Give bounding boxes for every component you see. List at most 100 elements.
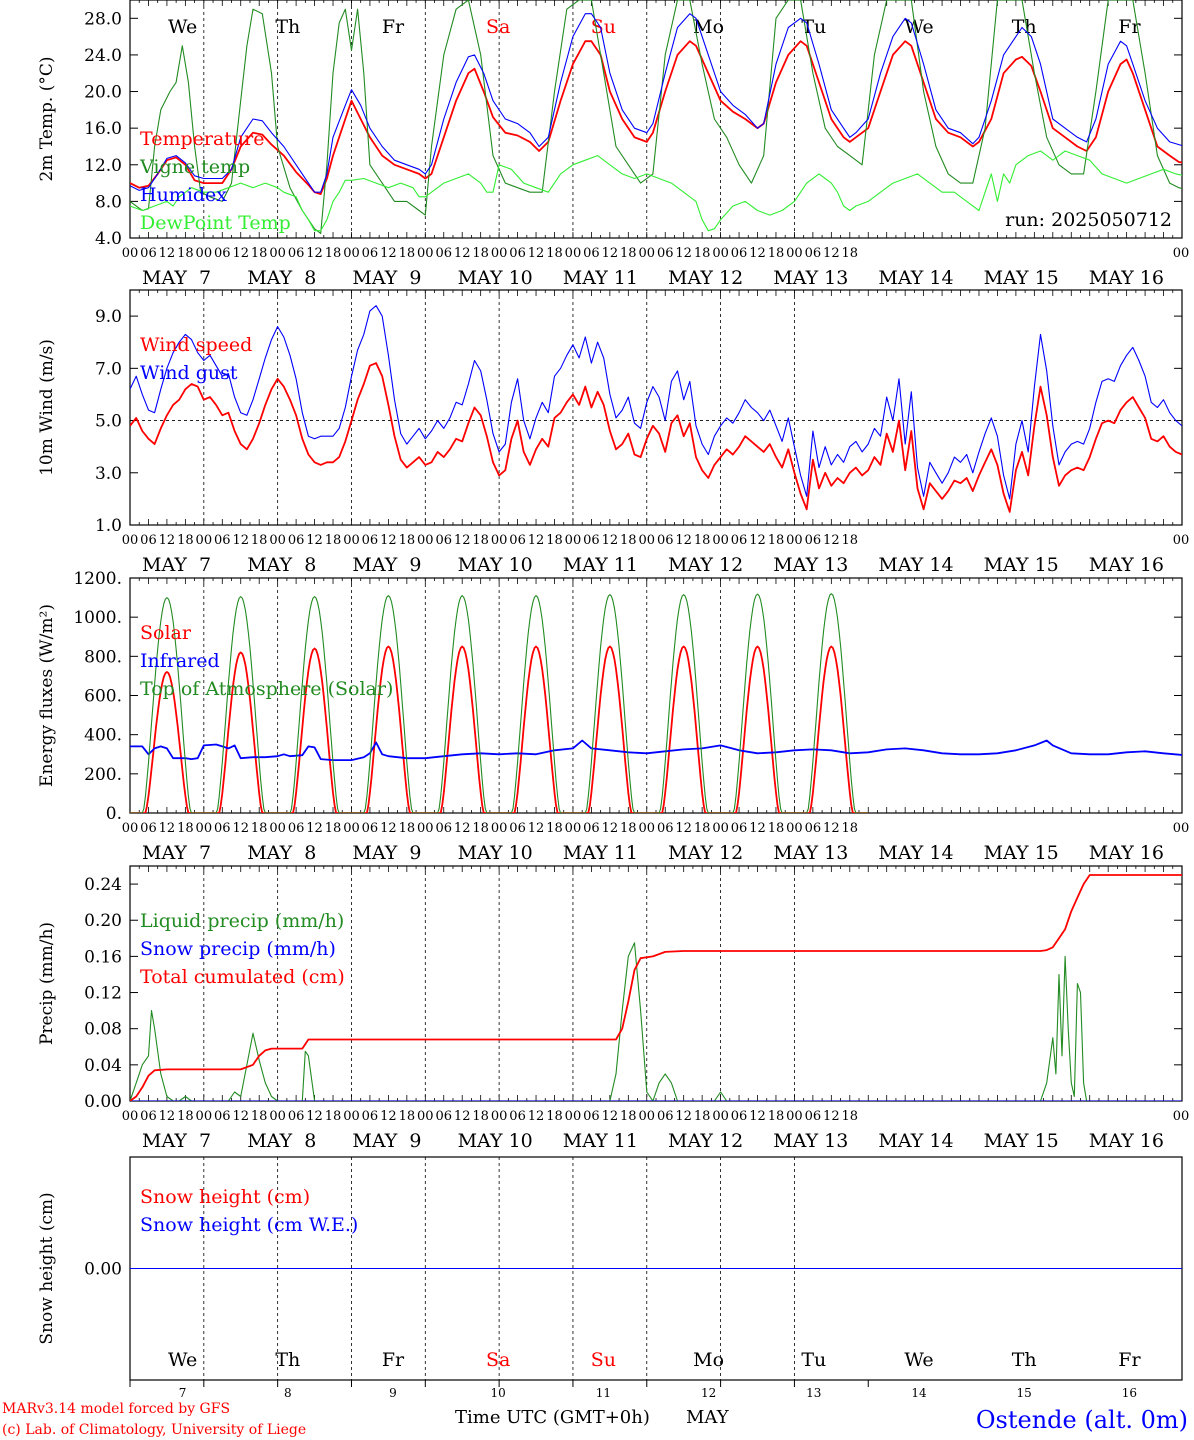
x-day-label: MAY 8 <box>247 1130 316 1152</box>
x-hour-label: 00 <box>122 1109 139 1124</box>
y-tick-label: 0. <box>106 804 122 824</box>
legend-temperature: Temperature <box>140 128 264 150</box>
legend-snowprecip: Snow precip (mm/h) <box>140 938 336 960</box>
x-hour-label: 06 <box>214 1109 231 1124</box>
x-hour-label: 00 <box>712 246 729 261</box>
x-hour-label: 00 <box>269 246 286 261</box>
x-hour-label: 12 <box>528 821 545 836</box>
x-day-label: MAY 14 <box>878 842 953 864</box>
x-day-label: MAY 12 <box>668 842 743 864</box>
x-hour-label: 00 <box>196 246 213 261</box>
legend-snowwe: Snow height (cm W.E.) <box>140 1214 358 1236</box>
weekday-label: Th <box>275 1349 300 1371</box>
x-hour-label: 18 <box>251 246 268 261</box>
x-hour-label: 18 <box>768 533 785 548</box>
x-hour-label: 12 <box>823 246 840 261</box>
x-hour-label: 00 <box>638 1109 655 1124</box>
series-line-solar <box>130 645 869 813</box>
x-hour-label: 00 <box>343 821 360 836</box>
y-tick-label: 0.12 <box>84 984 122 1004</box>
x-hour-label: 06 <box>583 1109 600 1124</box>
y-tick-label: 3.0 <box>95 464 122 484</box>
x-day-label: MAY 8 <box>247 842 316 864</box>
series-line-wind <box>130 362 1182 513</box>
x-hour-label: 18 <box>842 1109 859 1124</box>
x-hour-label: 12 <box>380 533 397 548</box>
y-tick-label: 0.04 <box>84 1056 122 1076</box>
x-axis-month: MAY <box>686 1407 730 1428</box>
panel-snow: 0.00 Snow height (cm) We Th Fr Sa Su Mo Tu We Th Fr… <box>37 1156 1183 1400</box>
x-day-number: 15 <box>1017 1386 1032 1400</box>
x-day-label: MAY 7 <box>142 267 211 289</box>
x-day-label: MAY 9 <box>352 1130 421 1152</box>
x-hour-label: 12 <box>159 246 176 261</box>
x-hour-label: 00 <box>712 533 729 548</box>
x-hour-label: 06 <box>731 821 748 836</box>
x-hour-label: 12 <box>380 1109 397 1124</box>
weekday-label: We <box>904 1349 933 1371</box>
x-hour-label: 18 <box>694 533 711 548</box>
x-hour-label: 00 <box>491 821 508 836</box>
x-hour-label: 12 <box>602 1109 619 1124</box>
x-hour-label: 12 <box>380 246 397 261</box>
x-hour-label: 12 <box>749 533 766 548</box>
x-day-label: MAY 16 <box>1089 1130 1164 1152</box>
x-hour-label: 06 <box>288 1109 305 1124</box>
x-hour-label: 00 <box>638 533 655 548</box>
x-day-number: 11 <box>596 1386 611 1400</box>
x-hour-label: 18 <box>768 1109 785 1124</box>
weekday-label: Tu <box>801 1349 826 1371</box>
y-tick-label: 28.0 <box>84 9 122 29</box>
x-day-label: MAY 16 <box>1089 554 1164 576</box>
series-line-cumul <box>130 874 1182 1101</box>
x-day-label: MAY 10 <box>458 554 533 576</box>
series-group <box>130 0 1182 234</box>
x-hour-label: 06 <box>657 246 674 261</box>
x-hour-label: 00 <box>491 246 508 261</box>
legend-toa: Top of Atmosphere (Solar) <box>140 678 393 700</box>
x-hour-label: 12 <box>749 821 766 836</box>
x-hour-label: 18 <box>546 1109 563 1124</box>
x-day-label: MAY 11 <box>563 1130 638 1152</box>
y-tick-label: 12.0 <box>84 156 122 176</box>
x-hour-label: 12 <box>675 533 692 548</box>
y-tick-label: 200. <box>84 765 122 785</box>
x-day-label: MAY 10 <box>458 842 533 864</box>
weekday-label: Sa <box>486 1349 510 1371</box>
weekday-label: We <box>168 1349 197 1371</box>
x-hour-label: 12 <box>675 246 692 261</box>
x-hour-label: 12 <box>454 1109 471 1124</box>
x-day-number: 7 <box>179 1386 187 1400</box>
x-hour-label: 00 <box>122 533 139 548</box>
x-hour-label: 06 <box>509 1109 526 1124</box>
x-day-label: MAY 11 <box>563 554 638 576</box>
y-tick-label: 8.0 <box>95 192 122 212</box>
x-hour-label: 06 <box>435 1109 452 1124</box>
x-hour-label: 18 <box>620 533 637 548</box>
weekday-label: Sa <box>486 16 510 38</box>
y-axis-label: Energy fluxes (W/m²) <box>37 604 57 787</box>
x-day-label: MAY 16 <box>1089 267 1164 289</box>
x-hour-label: 00 <box>196 533 213 548</box>
x-day-label: MAY 8 <box>247 554 316 576</box>
x-hour-label: 06 <box>509 533 526 548</box>
x-hour-label: 00 <box>343 533 360 548</box>
x-hour-label: 00 <box>122 821 139 836</box>
y-tick-label: 0.00 <box>84 1260 122 1280</box>
x-day-number: 12 <box>701 1386 716 1400</box>
x-hour-label: 06 <box>805 533 822 548</box>
series-line-temperature <box>130 40 1182 195</box>
x-hour-label: 00 <box>1173 246 1190 261</box>
x-hour-label: 18 <box>251 1109 268 1124</box>
weekday-label: Fr <box>1118 1349 1141 1371</box>
y-tick-label: 16.0 <box>84 119 122 139</box>
x-hour-label: 00 <box>1173 533 1190 548</box>
weekday-label: Th <box>275 16 300 38</box>
x-day-label: MAY 15 <box>984 267 1059 289</box>
run-annotation: run: 2025050712 <box>1005 209 1172 231</box>
x-hour-label: 06 <box>583 533 600 548</box>
x-hour-label: 06 <box>214 821 231 836</box>
y-tick-label: 1.0 <box>95 516 122 536</box>
x-hour-label: 18 <box>842 821 859 836</box>
x-hour-label: 18 <box>546 246 563 261</box>
